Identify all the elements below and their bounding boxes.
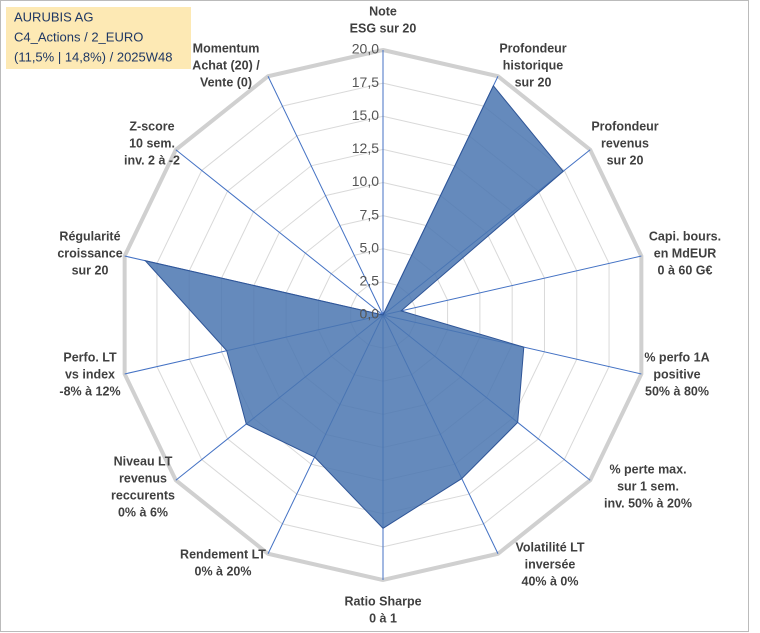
category-label: Profondeur — [591, 119, 658, 133]
tick-label: 10,0 — [352, 173, 379, 189]
category-label: 0 à 1 — [369, 611, 397, 625]
data-area — [143, 84, 564, 529]
category-label: Perfo. LT — [63, 350, 117, 364]
tick-label: 5,0 — [360, 239, 380, 255]
category-label: 50% à 80% — [645, 384, 709, 398]
category-label: reccurents — [111, 488, 175, 502]
tick-label: 0,0 — [360, 306, 380, 322]
category-label: Niveau LT — [114, 454, 173, 468]
category-label: 0% à 20% — [195, 564, 252, 578]
category-label: Note — [369, 4, 397, 18]
category-label: inv. 50% à 20% — [604, 496, 692, 510]
category-label: revenus — [119, 471, 167, 485]
category-label: inversée — [525, 557, 576, 571]
chart-subtitle: (11,5% | 14,8%) / 2025W48 — [14, 49, 173, 64]
tick-label: 15,0 — [352, 107, 379, 123]
category-label: 0% à 6% — [118, 505, 168, 519]
category-label: Achat (20) / — [192, 58, 260, 72]
category-label: ESG sur 20 — [350, 21, 417, 35]
category-label: revenus — [601, 136, 649, 150]
axis-line — [175, 149, 384, 316]
title-box — [6, 7, 191, 69]
category-label: sur 20 — [72, 263, 109, 277]
category-label: Vente (0) — [200, 75, 252, 89]
axis-line — [267, 76, 384, 316]
tick-label: 12,5 — [352, 140, 379, 156]
category-label: Ratio Sharpe — [344, 594, 421, 608]
category-label: Régularité — [59, 229, 120, 243]
category-label: 10 sem. — [129, 136, 175, 150]
category-label: croissance — [57, 246, 122, 260]
category-label: positive — [653, 367, 700, 381]
category-label: 0 à 60 G€ — [658, 263, 713, 277]
category-label: inv. 2 à -2 — [124, 153, 180, 167]
category-label: Profondeur — [499, 41, 566, 55]
tick-label: 2,5 — [360, 273, 380, 289]
category-label: Z-score — [129, 119, 174, 133]
category-label: Capi. bours. — [649, 229, 721, 243]
category-label: -8% à 12% — [59, 384, 120, 398]
category-label: historique — [503, 58, 563, 72]
category-label: 40% à 0% — [522, 574, 579, 588]
category-label: vs index — [65, 367, 115, 381]
category-label: Momentum — [193, 41, 260, 55]
category-label: Rendement LT — [180, 547, 266, 561]
category-label: en MdEUR — [654, 246, 717, 260]
category-label: sur 1 sem. — [617, 479, 679, 493]
chart-title: AURUBIS AG — [14, 9, 93, 24]
category-label: % perte max. — [609, 462, 686, 476]
category-label: sur 20 — [515, 75, 552, 89]
category-label: Volatilité LT — [516, 540, 585, 554]
tick-label: 7,5 — [360, 206, 380, 222]
tick-label: 20,0 — [352, 41, 379, 57]
tick-label: 17,5 — [352, 74, 379, 90]
category-label: % perfo 1A — [644, 350, 709, 364]
category-label: sur 20 — [607, 153, 644, 167]
axis-line — [382, 255, 642, 316]
chart-subtitle: C4_Actions / 2_EURO — [14, 29, 143, 44]
